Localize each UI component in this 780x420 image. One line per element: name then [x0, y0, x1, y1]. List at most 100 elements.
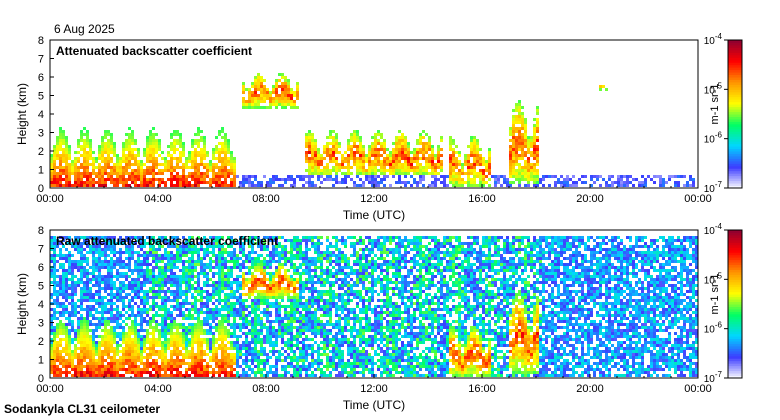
colorbar-segment [728, 114, 742, 117]
colorbar-segment [728, 67, 742, 71]
date-label: 6 Aug 2025 [54, 22, 115, 36]
colorbar-segment [728, 133, 742, 137]
colorbar-segment [728, 269, 742, 273]
colorbar-segment [728, 271, 742, 275]
x-tick-label: 08:00 [252, 383, 280, 395]
colorbar-segment [728, 232, 742, 236]
x-tick-label: 00:00 [684, 383, 712, 395]
y-tick-label: 2 [38, 146, 44, 158]
colorbar-segment [728, 254, 742, 258]
colorbar-segment [728, 259, 742, 263]
colorbar-segment [728, 289, 742, 293]
colorbar-segment [728, 163, 742, 167]
colorbar-segment [728, 338, 742, 342]
x-tick-label: 20:00 [576, 193, 604, 205]
colorbar-segment [728, 284, 742, 288]
colorbar-segment [728, 143, 742, 147]
colorbar-segment [728, 96, 742, 100]
x-axis-label: Time (UTC) [343, 208, 405, 222]
y-tick-label: 5 [38, 91, 44, 103]
colorbar-segment [728, 175, 742, 179]
colorbar-segment [728, 180, 742, 184]
x-tick-label: 04:00 [144, 383, 172, 395]
colorbar-segment [728, 104, 742, 108]
colorbar-segment [728, 326, 742, 330]
colorbar-segment [728, 375, 742, 379]
colorbar-tick-label: 10-6 [704, 321, 723, 336]
colorbar-segment [728, 368, 742, 372]
colorbar-segment [728, 341, 742, 344]
colorbar-segment [728, 86, 742, 90]
x-tick-label: 12:00 [360, 383, 388, 395]
colorbar-segment [728, 109, 742, 113]
x-tick-label: 08:00 [252, 193, 280, 205]
colorbar-segment [728, 363, 742, 367]
colorbar-segment [728, 274, 742, 278]
colorbar-segment [728, 321, 742, 325]
colorbar-segment [728, 165, 742, 169]
colorbar-segment [728, 151, 742, 154]
x-tick-label: 20:00 [576, 383, 604, 395]
colorbar-segment [728, 91, 742, 95]
y-tick-label: 8 [38, 225, 44, 237]
colorbar-segment [728, 291, 742, 295]
colorbar-segment [728, 99, 742, 103]
x-tick-label: 00:00 [36, 193, 64, 205]
colorbar-segment [728, 146, 742, 150]
colorbar-segment [728, 355, 742, 359]
colorbar-segment [728, 123, 742, 127]
colorbar-tick-label: 10-4 [704, 32, 723, 47]
colorbar-segment [728, 126, 742, 130]
colorbar-segment [728, 333, 742, 337]
colorbar-segment [728, 276, 742, 280]
colorbar-segment [728, 148, 742, 152]
y-tick-label: 7 [38, 54, 44, 66]
colorbar-segment [728, 173, 742, 177]
colorbar-segment [728, 59, 742, 63]
colorbar-segment [728, 331, 742, 335]
colorbar-segment [728, 242, 742, 246]
colorbar-segment [728, 49, 742, 53]
colorbar-segment [728, 373, 742, 377]
colorbar-segment [728, 57, 742, 61]
colorbar-segment [728, 138, 742, 142]
colorbar-segment [728, 328, 742, 332]
colorbar-segment [728, 348, 742, 352]
colorbar-segment [728, 185, 742, 189]
y-tick-label: 0 [38, 373, 44, 385]
colorbar-segment [728, 249, 742, 253]
colorbar-segment [728, 370, 742, 374]
colorbar-segment [728, 94, 742, 98]
colorbar-segment [728, 118, 742, 122]
colorbar-segment [728, 44, 742, 48]
colorbar-segment [728, 170, 742, 174]
colorbar-segment [728, 239, 742, 243]
colorbar-segment [728, 262, 742, 266]
colorbar-segment [728, 136, 742, 140]
colorbar-segment [728, 281, 742, 285]
colorbar-segment [728, 141, 742, 145]
colorbar-unit-label: m-1 sr-1 [709, 84, 721, 125]
colorbar-segment [728, 84, 742, 88]
colorbar-segment [728, 234, 742, 238]
y-tick-label: 1 [38, 355, 44, 367]
colorbar-segment [728, 308, 742, 312]
colorbar-segment [728, 77, 742, 80]
colorbar-segment [728, 230, 742, 233]
colorbar-segment [728, 264, 742, 268]
colorbar-segment [728, 178, 742, 182]
y-tick-label: 4 [38, 299, 44, 311]
colorbar-segment [728, 365, 742, 369]
colorbar-segment [728, 89, 742, 93]
colorbar-segment [728, 106, 742, 110]
colorbar-segment [728, 316, 742, 320]
colorbar-segment [728, 42, 742, 46]
colorbar-tick-label: 10-6 [704, 131, 723, 146]
y-axis-label: Height (km) [15, 83, 29, 145]
colorbar-segment [728, 158, 742, 162]
x-tick-label: 12:00 [360, 193, 388, 205]
colorbar-segment [728, 350, 742, 354]
colorbar-tick-label: 10-5 [704, 271, 723, 286]
colorbar-segment [728, 155, 742, 159]
